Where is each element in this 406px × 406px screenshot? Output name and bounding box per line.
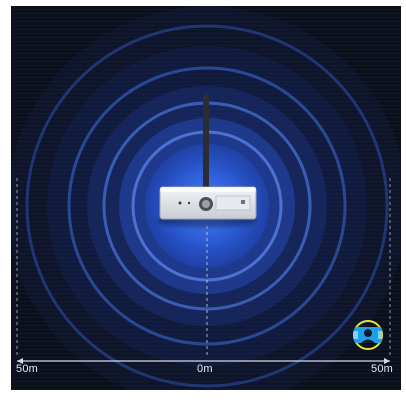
scale-label-center: 0m [197, 363, 213, 375]
radar-scene: 50m 0m 50m [11, 6, 401, 390]
signal-wave-ring [25, 24, 389, 388]
person-target-icon [353, 320, 383, 350]
arrow-left-icon [17, 358, 23, 364]
scale-label-right: 50m [371, 363, 393, 375]
signal-wave-ring [67, 66, 347, 346]
scale-label-left: 50m [16, 363, 38, 375]
wireless-receiver-icon [157, 94, 257, 227]
signal-range-graphic [11, 6, 401, 390]
distance-scale [16, 178, 391, 364]
arrow-right-icon [384, 358, 390, 364]
